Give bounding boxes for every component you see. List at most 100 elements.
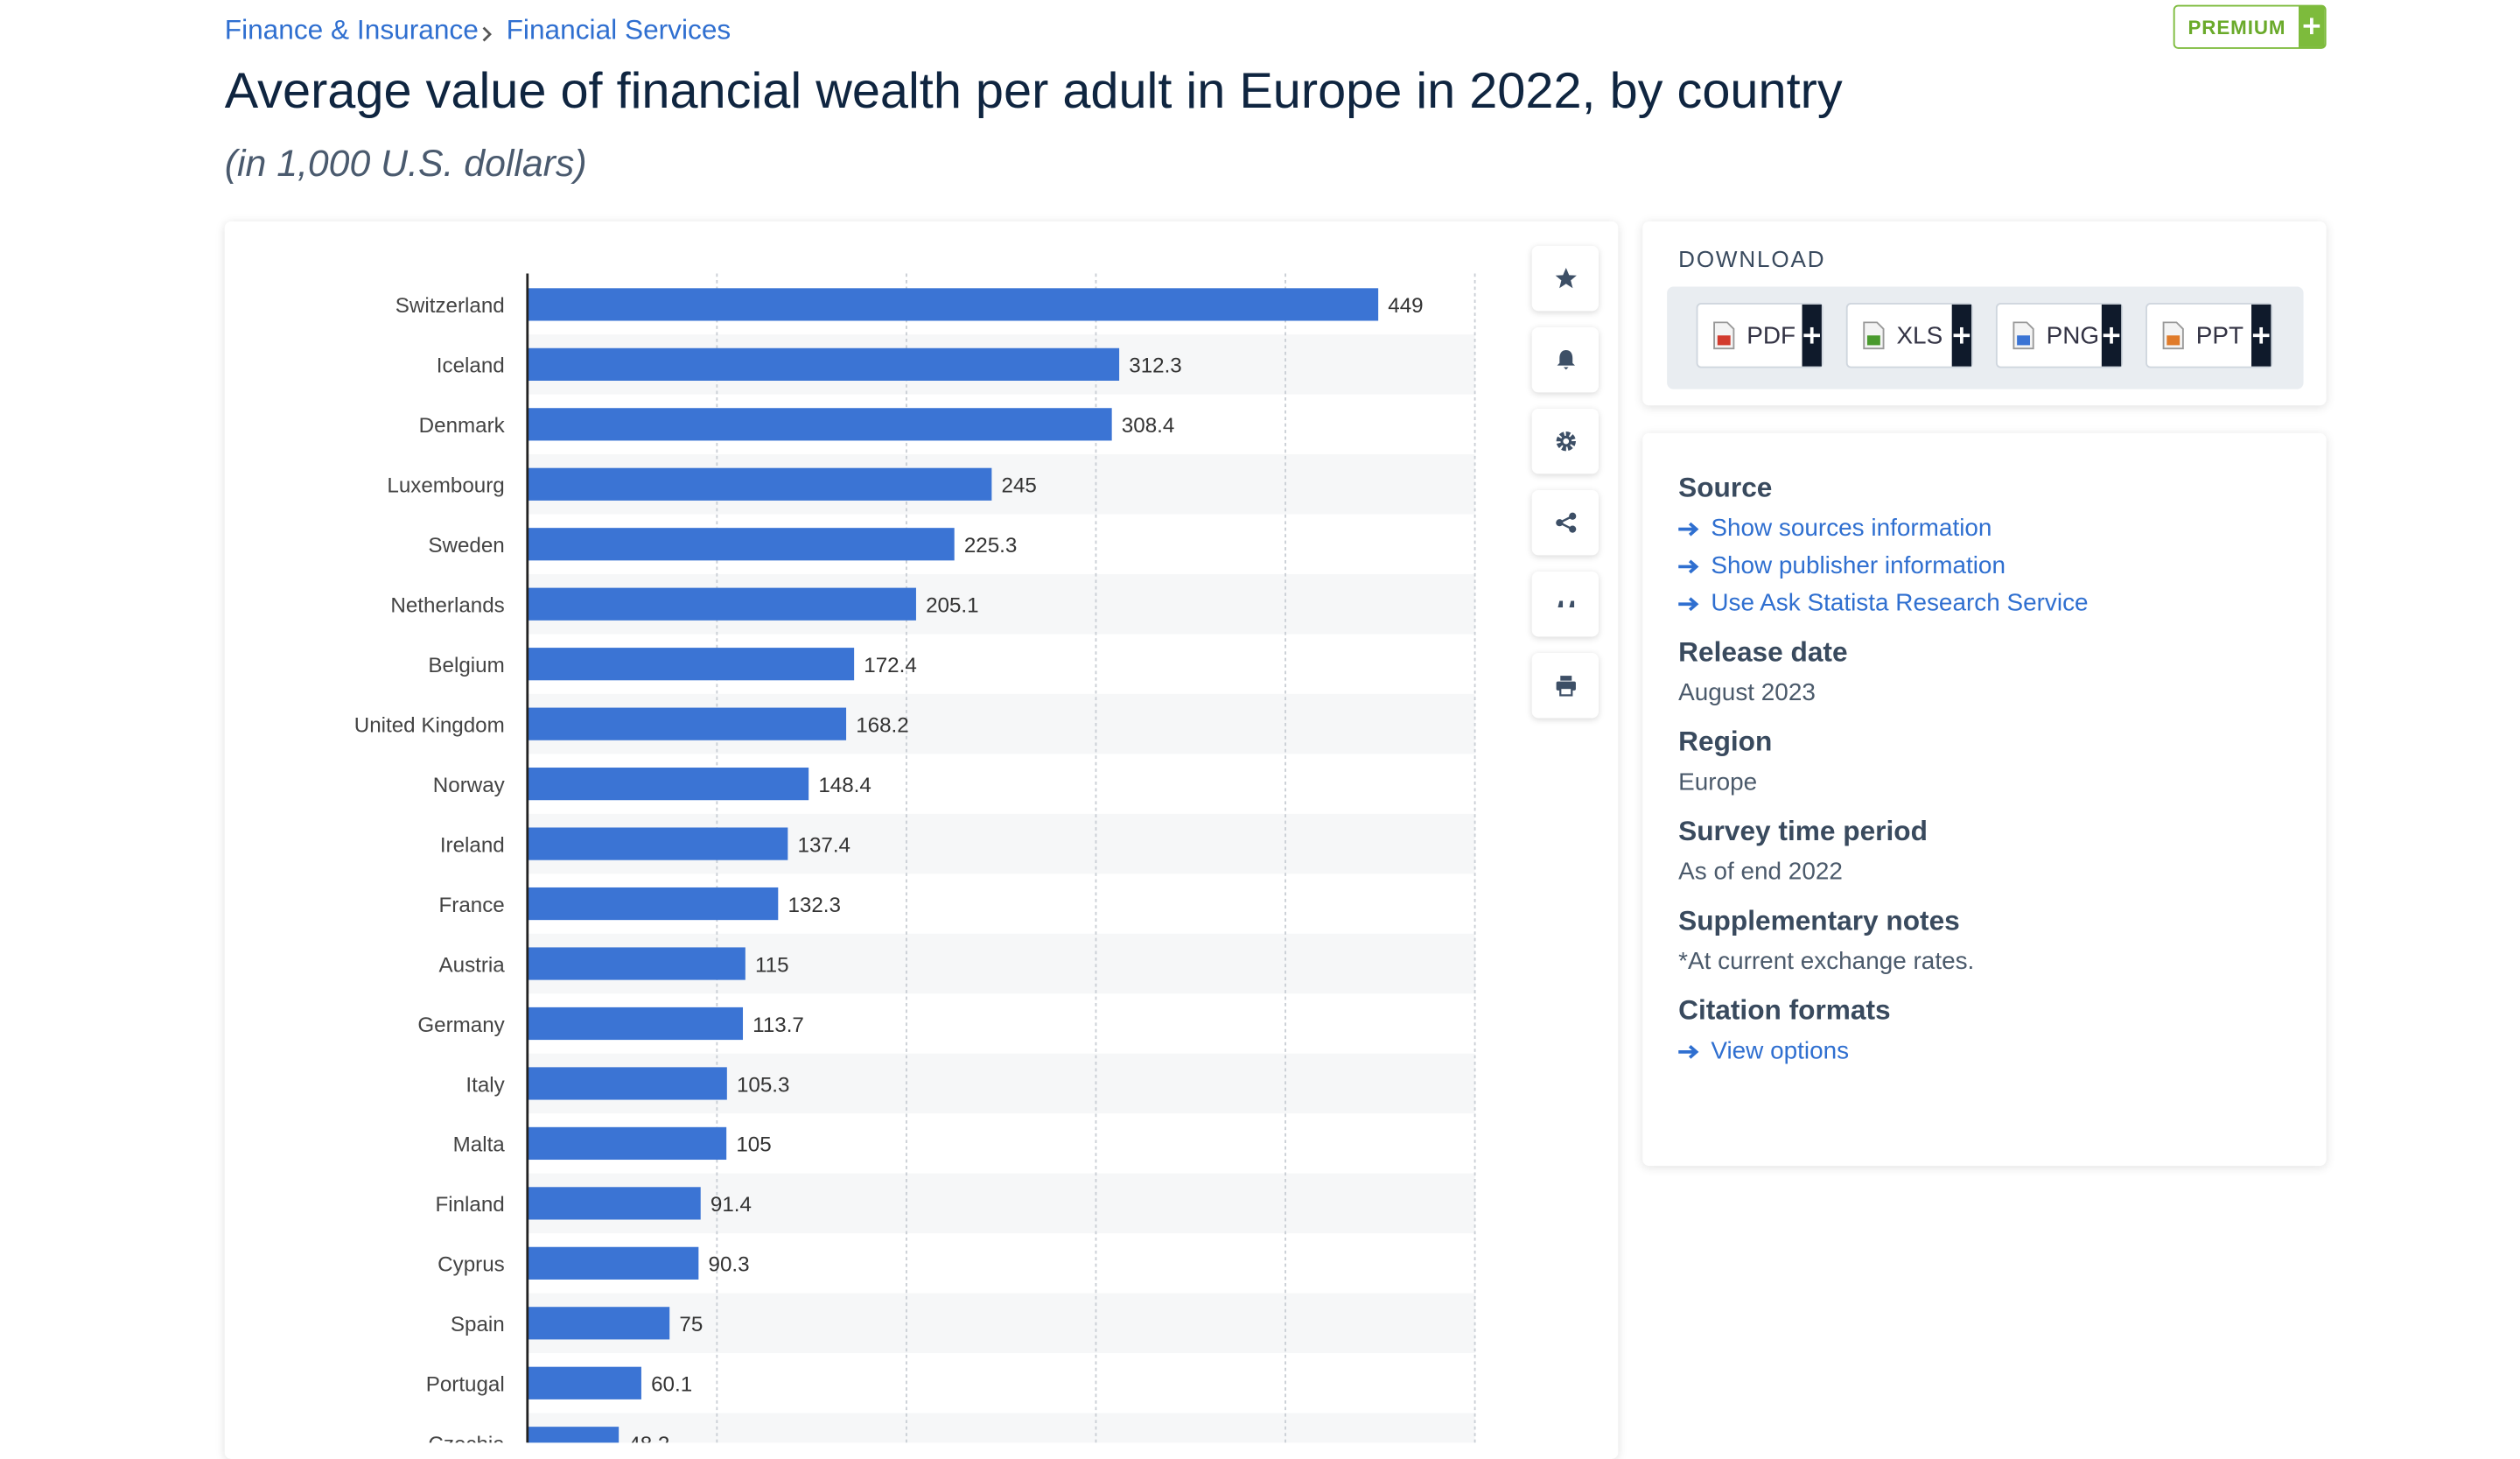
value-label: 245 <box>1002 474 1037 498</box>
star-icon <box>1554 268 1576 289</box>
y-tick-label: Ireland <box>440 833 505 857</box>
notification-button[interactable] <box>1531 326 1599 393</box>
download-title: DOWNLOAD <box>1678 245 1826 272</box>
download-button[interactable]: PNG <box>1995 303 2124 368</box>
y-tick-label: France <box>439 894 505 917</box>
detail-heading: Region <box>1678 726 1773 758</box>
bar <box>527 1067 727 1100</box>
y-tick-label: United Kingdom <box>354 713 505 737</box>
detail-link[interactable]: View options <box>1678 1037 2297 1065</box>
y-tick-label: Netherlands <box>390 594 504 618</box>
value-label: 132.3 <box>788 894 841 917</box>
row-stripe <box>527 1293 1475 1354</box>
file-icon <box>1863 321 1885 350</box>
y-tick-label: Luxembourg <box>387 474 504 498</box>
value-label: 168.2 <box>856 713 909 737</box>
download-plus <box>1802 304 1822 367</box>
plus-icon <box>2252 326 2270 344</box>
favorite-button[interactable] <box>1531 245 1599 312</box>
link-arrow <box>1678 1044 1699 1058</box>
detail-heading: Source <box>1678 472 1773 503</box>
download-format: PNG <box>2046 321 2100 350</box>
value-label: 312.3 <box>1129 354 1182 378</box>
value-label: 225.3 <box>964 534 1018 558</box>
bar <box>527 1366 641 1399</box>
plus-icon <box>2103 326 2120 344</box>
subtitle: (in 1,000 U.S. dollars) <box>224 141 587 185</box>
detail-text: August 2023 <box>1678 678 1816 707</box>
download-format: XLS <box>1896 321 1943 350</box>
bar <box>527 288 1379 321</box>
bar <box>527 768 809 801</box>
value-label: 48.2 <box>628 1433 669 1442</box>
download-button[interactable]: XLS <box>1845 303 1973 368</box>
y-tick-label: Portugal <box>426 1373 505 1397</box>
plus-icon <box>1953 326 1970 344</box>
value-label: 148.4 <box>818 774 872 797</box>
bar <box>527 707 847 740</box>
share-button[interactable] <box>1531 490 1599 556</box>
y-tick-label: Switzerland <box>396 294 505 318</box>
download-button[interactable]: PDF <box>1696 303 1824 368</box>
bell-icon <box>1556 350 1575 370</box>
detail-text: *At current exchange rates. <box>1678 947 1975 976</box>
bar <box>527 1246 699 1280</box>
cite-button[interactable] <box>1531 572 1599 637</box>
detail-heading: Citation formats <box>1678 994 1891 1027</box>
bar <box>527 587 916 621</box>
download-format: PDF <box>1746 321 1796 350</box>
value-label: 90.3 <box>709 1253 750 1277</box>
details-list: Source Show sources information Show publi… <box>1678 452 2297 1065</box>
bar <box>527 528 955 561</box>
value-label: 205.1 <box>926 594 979 618</box>
y-tick-label: Belgium <box>428 654 504 677</box>
y-tick-label: Malta <box>453 1133 506 1157</box>
y-tick-label: Spain <box>451 1313 505 1336</box>
bar <box>527 648 855 681</box>
detail-link-text: Show publisher information <box>1711 551 2006 580</box>
bar <box>527 827 788 860</box>
value-label: 113.7 <box>752 1014 804 1037</box>
share-icon <box>1555 512 1576 533</box>
details-card: Source Show sources information Show publi… <box>1642 432 2327 1167</box>
detail-link[interactable]: Show sources information <box>1678 515 2297 543</box>
y-tick-label: Finland <box>435 1193 504 1217</box>
breadcrumb-link[interactable]: Finance & Insurance <box>224 14 479 46</box>
detail-heading: Supplementary notes <box>1678 905 1960 936</box>
premium-badge[interactable]: PREMIUM <box>2173 4 2327 49</box>
bar <box>527 1187 701 1220</box>
row-stripe <box>527 1413 1475 1443</box>
bar <box>527 1307 670 1340</box>
detail-link[interactable]: Show publisher information <box>1678 551 2297 580</box>
bar <box>527 1126 727 1161</box>
settings-button[interactable] <box>1531 408 1599 474</box>
plus-icon <box>1803 326 1821 344</box>
file-icon <box>2162 321 2184 350</box>
y-tick-label: Cyprus <box>438 1253 505 1277</box>
y-tick-label: Italy <box>466 1073 505 1097</box>
value-label: 75 <box>679 1313 703 1336</box>
value-label: 115 <box>755 953 789 977</box>
value-label: 308.4 <box>1122 414 1175 438</box>
bar <box>527 408 1112 441</box>
link-arrow <box>1678 521 1699 536</box>
breadcrumb-separator <box>482 26 492 42</box>
chart-card: Switzerland 449 Iceland 312.3 Denmark 308.4 Lu… <box>224 221 1619 1459</box>
gear-icon <box>1555 431 1576 452</box>
detail-link[interactable]: Use Ask Statista Research Service <box>1678 589 2297 617</box>
download-card: DOWNLOAD PDF XLS PNG PPT <box>1642 221 2327 406</box>
download-format: PPT <box>2195 321 2244 350</box>
bar <box>527 947 746 980</box>
bar <box>527 467 992 501</box>
y-tick-label: Czechia <box>428 1433 505 1442</box>
detail-heading: Survey time period <box>1678 816 1928 847</box>
value-label: 105.3 <box>737 1073 790 1097</box>
y-tick-label: Iceland <box>437 354 505 378</box>
breadcrumb-link[interactable]: Financial Services <box>506 14 732 46</box>
print-button[interactable] <box>1531 653 1599 719</box>
print-icon <box>1555 676 1576 697</box>
quote-icon <box>1555 600 1574 607</box>
download-button[interactable]: PPT <box>2146 303 2273 368</box>
